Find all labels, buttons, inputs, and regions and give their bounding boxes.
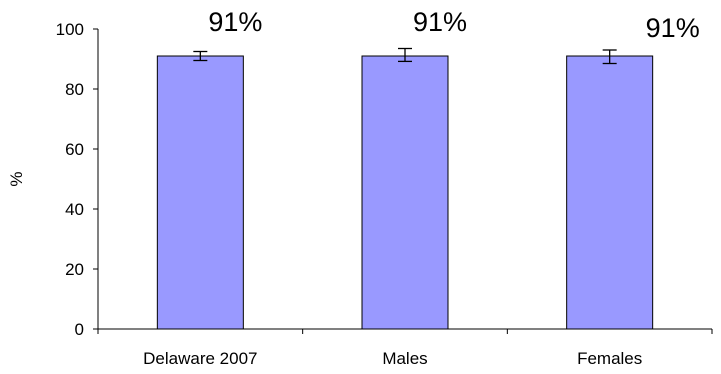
y-axis-ticks: 0 20 40 60 80 100 (56, 20, 98, 339)
x-axis-ticks: Delaware 2007 Males Females (97, 329, 713, 368)
data-label: 91% (413, 7, 467, 37)
y-tick-label: 20 (65, 260, 84, 279)
data-label-series: 91% 91% 91% (208, 7, 699, 43)
bar (156, 55, 244, 330)
bar-series (156, 55, 654, 330)
error-bar (398, 47, 412, 63)
y-tick-label: 100 (56, 20, 84, 39)
y-tick-label: 60 (65, 140, 84, 159)
error-bar (602, 49, 617, 65)
y-axis-title: % (7, 171, 26, 186)
data-label: 91% (646, 13, 700, 43)
error-bar (193, 50, 208, 62)
data-label: 91% (208, 7, 262, 37)
y-tick-label: 40 (65, 200, 84, 219)
x-category-label: Females (577, 349, 642, 368)
y-tick-label: 80 (65, 80, 84, 99)
y-tick-label: 0 (75, 320, 84, 339)
bar (566, 55, 654, 330)
x-category-label: Delaware 2007 (143, 349, 257, 368)
bar (361, 55, 449, 330)
error-bar-series (193, 47, 617, 65)
x-category-label: Males (382, 349, 427, 368)
